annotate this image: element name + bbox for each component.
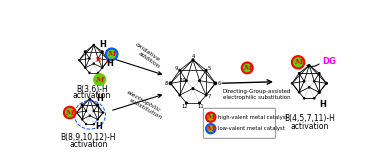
Text: B(8,9,10,12)-H: B(8,9,10,12)-H bbox=[60, 133, 116, 142]
Circle shape bbox=[108, 60, 109, 61]
Circle shape bbox=[81, 104, 83, 106]
Text: H: H bbox=[107, 59, 113, 68]
Text: low-valent metal catalyst: low-valent metal catalyst bbox=[218, 126, 285, 131]
Circle shape bbox=[199, 102, 200, 104]
Circle shape bbox=[206, 113, 215, 122]
Text: H: H bbox=[95, 122, 102, 131]
Circle shape bbox=[308, 65, 310, 66]
Text: DG: DG bbox=[322, 57, 336, 66]
Text: electrophilic substitution: electrophilic substitution bbox=[223, 95, 290, 100]
Text: 4: 4 bbox=[191, 54, 195, 59]
Circle shape bbox=[186, 80, 187, 81]
Circle shape bbox=[94, 74, 105, 85]
Circle shape bbox=[304, 81, 305, 82]
Text: activation: activation bbox=[290, 122, 328, 131]
Circle shape bbox=[205, 94, 207, 96]
Circle shape bbox=[98, 58, 99, 59]
Circle shape bbox=[318, 91, 320, 93]
Circle shape bbox=[97, 104, 98, 106]
Circle shape bbox=[192, 88, 194, 89]
Text: Directing-Group-assisted: Directing-Group-assisted bbox=[222, 89, 291, 94]
Circle shape bbox=[93, 124, 94, 125]
Text: 6: 6 bbox=[217, 81, 221, 86]
Circle shape bbox=[205, 69, 207, 71]
Circle shape bbox=[79, 60, 80, 61]
Text: M: M bbox=[206, 113, 215, 121]
Circle shape bbox=[292, 56, 304, 68]
Text: 10: 10 bbox=[179, 78, 186, 83]
Text: M: M bbox=[294, 58, 302, 66]
Circle shape bbox=[308, 87, 310, 88]
Text: H: H bbox=[319, 100, 326, 109]
Text: 7: 7 bbox=[208, 94, 211, 99]
Circle shape bbox=[85, 111, 87, 112]
Circle shape bbox=[84, 51, 86, 53]
Text: M: M bbox=[65, 109, 74, 117]
Text: activation: activation bbox=[73, 91, 111, 100]
Circle shape bbox=[192, 59, 194, 60]
Text: substitution: substitution bbox=[128, 97, 163, 120]
Circle shape bbox=[242, 62, 253, 73]
Text: B(4,5,7,11)-H: B(4,5,7,11)-H bbox=[284, 114, 335, 123]
Text: 5: 5 bbox=[208, 66, 211, 71]
Text: M: M bbox=[243, 64, 251, 72]
Text: H: H bbox=[96, 94, 104, 103]
Circle shape bbox=[89, 72, 90, 73]
Text: H: H bbox=[100, 40, 107, 49]
Circle shape bbox=[291, 82, 293, 84]
Circle shape bbox=[214, 82, 217, 85]
Text: 11: 11 bbox=[198, 104, 204, 109]
Circle shape bbox=[102, 67, 103, 68]
Circle shape bbox=[299, 92, 300, 93]
Circle shape bbox=[314, 98, 315, 99]
Circle shape bbox=[97, 119, 98, 120]
Circle shape bbox=[102, 112, 104, 113]
Text: 9: 9 bbox=[175, 66, 178, 71]
Circle shape bbox=[186, 102, 187, 104]
Text: M: M bbox=[96, 76, 104, 84]
Circle shape bbox=[85, 124, 87, 125]
Text: oxidative: oxidative bbox=[135, 42, 161, 63]
Text: M: M bbox=[206, 125, 215, 133]
Circle shape bbox=[199, 80, 200, 81]
Circle shape bbox=[106, 49, 118, 60]
Circle shape bbox=[85, 67, 86, 68]
Text: M: M bbox=[107, 50, 116, 58]
Circle shape bbox=[325, 82, 327, 84]
Text: high-valent metal catalyst: high-valent metal catalyst bbox=[218, 115, 287, 120]
Circle shape bbox=[319, 73, 320, 74]
Circle shape bbox=[304, 98, 305, 99]
Circle shape bbox=[101, 51, 103, 53]
Circle shape bbox=[93, 63, 94, 64]
Circle shape bbox=[98, 72, 99, 73]
Text: addition: addition bbox=[138, 51, 161, 70]
Circle shape bbox=[93, 111, 94, 112]
Circle shape bbox=[93, 45, 94, 46]
Text: 8: 8 bbox=[165, 81, 168, 86]
Circle shape bbox=[299, 73, 300, 74]
Circle shape bbox=[89, 58, 90, 59]
Text: B(3,6)-H: B(3,6)-H bbox=[76, 85, 108, 94]
Circle shape bbox=[206, 124, 215, 133]
Circle shape bbox=[169, 82, 172, 85]
Text: 12: 12 bbox=[181, 104, 188, 109]
Circle shape bbox=[64, 107, 76, 118]
Text: electrophilic: electrophilic bbox=[126, 89, 162, 113]
FancyBboxPatch shape bbox=[203, 108, 276, 138]
Circle shape bbox=[179, 94, 181, 96]
Text: activation: activation bbox=[69, 140, 107, 149]
Circle shape bbox=[314, 81, 315, 82]
Circle shape bbox=[76, 112, 77, 113]
Circle shape bbox=[179, 69, 181, 71]
FancyArrowPatch shape bbox=[307, 64, 319, 68]
